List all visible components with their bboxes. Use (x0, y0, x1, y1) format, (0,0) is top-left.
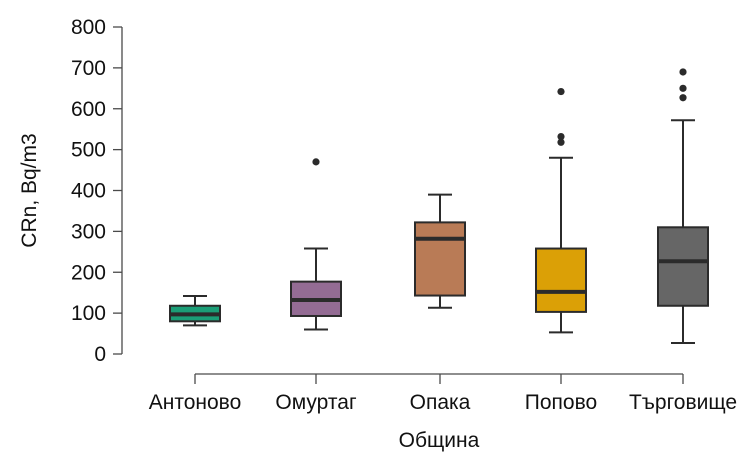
box-1 (169, 294, 221, 327)
y-tick-label: 0 (94, 343, 106, 366)
box-2 (290, 158, 342, 331)
outlier-point (557, 87, 565, 96)
box-series (169, 68, 709, 344)
y-tick-label: 600 (71, 98, 106, 121)
x-tick-label: Омуртаг (275, 391, 357, 414)
x-tick-label: Антоново (149, 391, 242, 414)
x-tick-label: Опака (410, 391, 471, 414)
box-iqr (657, 226, 709, 307)
box-3 (414, 193, 466, 309)
y-tick-label: 700 (71, 57, 106, 80)
x-tick-label: Търговище (629, 391, 737, 414)
y-axis-ticks: 0 100 200 300 400 500 600 700 800 (71, 16, 122, 366)
y-tick-label: 800 (71, 16, 106, 39)
y-tick-label: 400 (71, 180, 106, 203)
outlier-point (679, 94, 687, 102)
box-iqr (414, 221, 466, 297)
outlier-point (312, 158, 320, 166)
outlier-point (557, 138, 565, 146)
outlier-point (679, 84, 687, 92)
box-4 (535, 87, 587, 334)
y-tick-label: 100 (71, 302, 106, 325)
x-tick-label: Попово (525, 391, 597, 414)
outlier-point (679, 68, 687, 76)
y-axis-title: CRn, Bq/m3 (18, 133, 41, 247)
x-axis-ticks: Антоново Омуртаг Опака Попово Търговище (149, 374, 737, 414)
outlier-point (557, 132, 565, 141)
box-iqr (535, 247, 587, 313)
y-tick-label: 200 (71, 261, 106, 284)
box-5 (657, 68, 709, 344)
y-tick-label: 300 (71, 220, 106, 243)
x-axis-title: Община (399, 429, 480, 452)
y-tick-label: 500 (71, 139, 106, 162)
